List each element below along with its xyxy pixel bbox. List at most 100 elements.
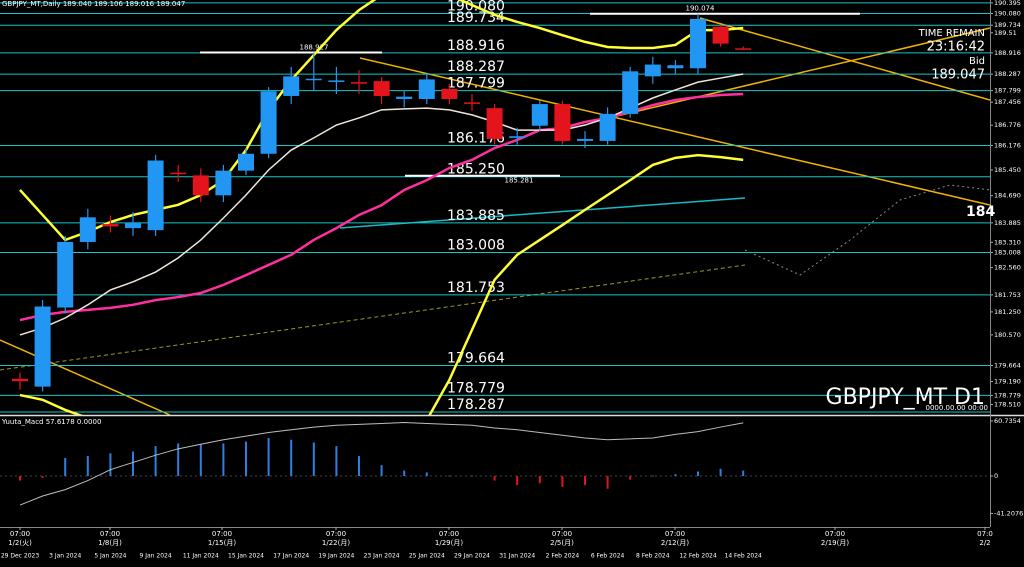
- macd-bar: [674, 474, 677, 477]
- candle-body: [12, 378, 28, 382]
- x-tick-label: 29 Dec 2023: [1, 553, 40, 560]
- candle-body: [622, 71, 639, 114]
- macd-bar: [538, 476, 541, 484]
- x-tick-label: 6 Feb 2024: [591, 553, 625, 560]
- y-tick-label: -41.2076: [994, 509, 1023, 517]
- y-tick-label: 60.7354: [994, 417, 1021, 425]
- macd-bar: [86, 456, 89, 477]
- candle-body: [260, 91, 277, 154]
- macd-bar: [471, 475, 473, 477]
- candle-body: [690, 18, 706, 69]
- candle-body: [328, 80, 345, 82]
- time-label: 07:00: [552, 530, 572, 538]
- macd-bar: [19, 476, 21, 481]
- level-label: 188.287: [447, 59, 505, 75]
- macd-bar: [448, 475, 451, 477]
- time-remain: 23:16:42: [927, 40, 985, 55]
- x-tick-label: 29 Jan 2024: [454, 553, 490, 560]
- y-tick-label: 181.250: [994, 308, 1021, 316]
- macd-bar: [154, 446, 157, 477]
- candle-body: [238, 153, 254, 171]
- candle-body: [531, 104, 548, 126]
- macd-bar: [719, 468, 722, 477]
- week-label: 2/19(月): [821, 539, 849, 547]
- macd-bar: [41, 476, 44, 478]
- macd-bar: [64, 457, 67, 477]
- macd-bar: [493, 476, 496, 481]
- macd-bar: [312, 442, 315, 477]
- level-label: 183.885: [447, 208, 505, 224]
- macd-bar: [561, 476, 564, 487]
- peak-label: 190.074: [686, 5, 715, 13]
- level-label: 188.916: [447, 38, 505, 54]
- macd-title: Yuuta_Macd 57.6178 0.0000: [1, 418, 101, 426]
- x-tick-label: 31 Jan 2024: [499, 553, 535, 560]
- signal-line: [19, 422, 744, 506]
- candle-body: [57, 241, 74, 308]
- macd-bar: [199, 444, 202, 477]
- macd-bar: [629, 476, 632, 480]
- time-label: 07:00: [10, 530, 30, 538]
- y-tick-label: 189.51: [994, 29, 1017, 37]
- macd-bar: [177, 443, 180, 477]
- y-tick-label: 178.779: [994, 391, 1021, 399]
- week-label: 1/8(月): [98, 539, 122, 547]
- time-label: 07:0: [977, 530, 993, 538]
- level-label: 187.799: [447, 76, 505, 92]
- x-tick-label: 23 Jan 2024: [364, 553, 400, 560]
- x-tick-label: 3 Jan 2024: [49, 553, 81, 560]
- x-tick-label: 25 Jan 2024: [409, 553, 445, 560]
- y-tick-label: 189.734: [994, 21, 1021, 29]
- time-label: 07:00: [100, 530, 120, 538]
- macd-stamp: 0000.00.00 00:00: [926, 404, 988, 412]
- time-label: 07:00: [665, 530, 685, 538]
- level-label: 178.287: [447, 397, 505, 413]
- candle-body: [441, 88, 458, 100]
- x-tick-label: 2 Feb 2024: [546, 553, 580, 560]
- macd-bar: [109, 453, 112, 477]
- macd-bar: [222, 443, 225, 477]
- y-tick-label: 188.916: [994, 49, 1021, 57]
- y-tick-label: 183.310: [994, 238, 1021, 246]
- time-label: 07:00: [439, 530, 459, 538]
- x-tick-label: 5 Jan 2024: [94, 553, 126, 560]
- level-label: 189.734: [447, 10, 505, 26]
- candle-body: [464, 102, 480, 104]
- candle-body: [373, 81, 390, 96]
- macd-bar: [425, 472, 428, 477]
- candle-body: [215, 170, 232, 196]
- candle-body: [192, 175, 209, 196]
- macd-bar: [516, 476, 519, 486]
- bid: 189.047: [931, 68, 985, 83]
- y-tick-label: 185.450: [994, 166, 1021, 174]
- macd-bar: [245, 441, 247, 477]
- x-tick-label: 17 Jan 2024: [273, 553, 309, 560]
- edge-label: 184: [966, 204, 995, 220]
- levels: 190.395190.080189.734188.916188.287187.7…: [0, 0, 990, 413]
- candle-body: [283, 76, 300, 96]
- y-tick-label: 187.456: [994, 98, 1021, 106]
- candle-body: [644, 64, 661, 77]
- week-label: 1/22(月): [322, 539, 350, 547]
- macd-bar: [742, 470, 745, 477]
- candle-body: [599, 113, 616, 141]
- y-tick-label: 183.885: [994, 219, 1021, 227]
- x-tick-label: 9 Jan 2024: [140, 553, 172, 560]
- indicator-line: [19, 0, 744, 242]
- week-label: 1/2(火): [8, 539, 32, 547]
- y-tick-label: 179.190: [994, 378, 1021, 386]
- week-label: 1/15(月): [208, 539, 236, 547]
- x-tick-label: 14 Feb 2024: [725, 553, 763, 560]
- macd-bar: [584, 476, 586, 486]
- candle-body: [486, 108, 503, 139]
- y-tick-label: 186.176: [994, 141, 1021, 149]
- week-label: 1/29(月): [435, 539, 463, 547]
- y-tick-label: 178.510: [994, 401, 1021, 409]
- time-remain-label: TIME REMAIN: [918, 28, 985, 39]
- y-tick-label: 182.560: [994, 264, 1021, 272]
- level-label: 178.779: [447, 380, 505, 396]
- candle-body: [554, 104, 571, 141]
